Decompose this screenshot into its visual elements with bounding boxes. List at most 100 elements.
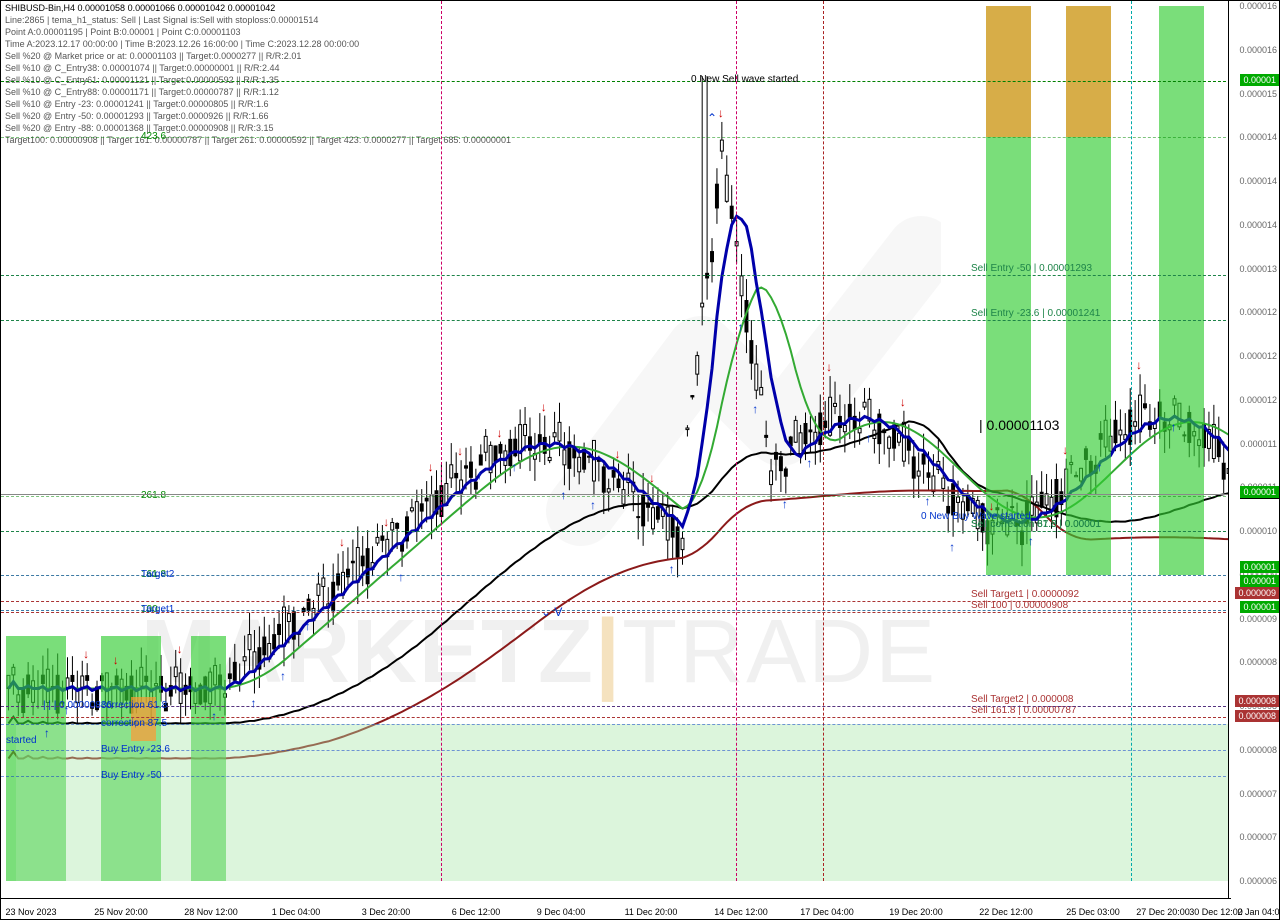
- arrow-down-icon: ↓: [383, 515, 389, 529]
- y-tick-label: 0.000007: [1239, 832, 1277, 842]
- x-tick-label: 3 Dec 20:00: [362, 907, 411, 917]
- info-text-line: Line:2865 | tema_h1_status: Sell | Last …: [5, 15, 318, 25]
- annotation-text: started: [6, 735, 37, 746]
- x-tick-label: 28 Nov 12:00: [184, 907, 238, 917]
- x-tick-label: 6 Dec 12:00: [452, 907, 501, 917]
- price-tag: 0.000008: [1235, 710, 1279, 722]
- y-tick-label: 0.000013: [1239, 264, 1277, 274]
- arrow-up-icon: ↑: [752, 402, 758, 416]
- fib-line: [1, 531, 1231, 532]
- annotation-text: | 0.00001103: [979, 417, 1059, 433]
- arrow-down-icon: ↓: [1136, 358, 1142, 372]
- arrow-down-icon: ↓: [339, 535, 345, 549]
- zone-orange: [1066, 6, 1111, 137]
- fib-label: Sell Entry -50 | 0.00001293: [971, 263, 1092, 274]
- arrow-down-icon: ↓: [83, 647, 89, 661]
- arrow-down-icon: ↓: [900, 395, 906, 409]
- y-tick-label: 0.000006: [1239, 876, 1277, 886]
- price-tag: 0.000009: [1235, 587, 1279, 599]
- arrow-up-icon: ↑: [398, 570, 404, 584]
- y-tick-label: 0.000014: [1239, 220, 1277, 230]
- arrow-up-icon: ↑: [64, 703, 70, 717]
- chart-container[interactable]: MARKETZ|TRADE SHIBUSD-Bin,H4 0.00001058 …: [0, 0, 1280, 920]
- arrow-down-icon: ↓: [615, 447, 621, 461]
- y-tick-label: 0.000015: [1239, 89, 1277, 99]
- fib-line: [1, 137, 1231, 138]
- fib-line: [1, 496, 1231, 497]
- arrow-down-icon: ↓: [541, 400, 547, 414]
- info-text-line: Sell %10 @ C_Entry61: 0.00001121 || Targ…: [5, 75, 279, 85]
- y-tick-label: 0.000012: [1239, 307, 1277, 317]
- wave-marker: ⌃: [707, 111, 717, 125]
- y-tick-label: 0.000012: [1239, 351, 1277, 361]
- arrow-up-icon: ↑: [806, 456, 812, 470]
- y-tick-label: 0.000011: [1240, 439, 1277, 449]
- y-tick-label: 0.000008: [1239, 745, 1277, 755]
- arrow-down-icon: ↓: [496, 426, 502, 440]
- price-tag: 0.00001: [1240, 601, 1279, 613]
- wave-marker: ⌄ V: [541, 605, 562, 619]
- x-tick-label: 27 Dec 20:00: [1136, 907, 1190, 917]
- price-tag: 0.00001: [1240, 486, 1279, 498]
- current-price-line: [1, 494, 1231, 495]
- fib-line: [1, 610, 1231, 611]
- arrow-up-icon: ↑: [250, 696, 256, 710]
- arrow-up-icon: ↑: [280, 669, 286, 683]
- price-tag: 0.00001: [1240, 561, 1279, 573]
- fib-label: Sell Target1 | 0.0000092: [971, 589, 1079, 600]
- zone-green: [1159, 6, 1204, 575]
- chart-plot-area[interactable]: MARKETZ|TRADE SHIBUSD-Bin,H4 0.00001058 …: [1, 1, 1231, 901]
- annotation-text: 0 New Sell wave started: [691, 74, 798, 85]
- info-text-line: SHIBUSD-Bin,H4 0.00001058 0.00001066 0.0…: [5, 3, 275, 13]
- info-text-line: Sell %10 @ C_Entry88: 0.00001171 || Targ…: [5, 87, 279, 97]
- fib-line: [1, 776, 1231, 777]
- fib-label: Sell 161.8 | 0.00000787: [971, 705, 1076, 716]
- fib-line: [1, 275, 1231, 276]
- arrow-down-icon: ↓: [649, 471, 655, 485]
- y-axis: 0.000006 0.000007 0.000007 0.000008 0.000008…: [1228, 1, 1279, 901]
- arrow-up-icon: ↑: [305, 619, 311, 633]
- x-tick-label: 25 Nov 20:00: [94, 907, 148, 917]
- y-tick-label: 0.000009: [1239, 614, 1277, 624]
- arrow-down-icon: ↓: [826, 360, 832, 374]
- arrow-up-icon: ↑: [511, 460, 517, 474]
- annotation-text: | | | 0.00000836: [43, 700, 112, 711]
- fib-line: [1, 81, 1231, 82]
- fib-line: [1, 750, 1231, 751]
- info-text-line: Sell %10 @ Entry -23: 0.00001241 || Targ…: [5, 99, 269, 109]
- arrow-up-icon: ↑: [1097, 460, 1103, 474]
- fib-line: [1, 717, 1231, 718]
- x-tick-label: 30 Dec 12:00: [1189, 907, 1243, 917]
- arrow-up-icon: ↑: [211, 709, 217, 723]
- price-tag: 0.000008: [1235, 695, 1279, 707]
- arrow-up-icon: ↑: [132, 716, 138, 730]
- x-tick-label: 11 Dec 20:00: [625, 907, 678, 917]
- y-tick-label: 0.000016: [1239, 1, 1277, 11]
- arrow-down-icon: ↓: [718, 106, 724, 120]
- info-text-line: Sell %20 @ Entry -50: 0.00001293 || Targ…: [5, 111, 269, 121]
- arrow-down-icon: ↓: [428, 460, 434, 474]
- arrow-up-icon: ↑: [44, 726, 50, 740]
- fib-line: [1, 601, 1231, 602]
- arrow-down-icon: ↓: [113, 653, 119, 667]
- arrow-up-icon: ↑: [925, 494, 931, 508]
- fib-label: Sell Entry -23.6 | 0.00001241: [971, 308, 1100, 319]
- fib-line: [1, 320, 1231, 321]
- x-tick-label: 19 Dec 20:00: [889, 907, 943, 917]
- y-tick-label: 0.000007: [1239, 789, 1277, 799]
- arrow-up-icon: ↑: [477, 468, 483, 482]
- price-tag: 0.00001: [1240, 575, 1279, 587]
- fib-line: [1, 575, 1231, 576]
- arrow-up-icon: ↑: [782, 497, 788, 511]
- fib-line: [1, 612, 1231, 613]
- x-tick-label: 17 Dec 04:00: [800, 907, 854, 917]
- zone-green: [16, 724, 1231, 882]
- y-tick-label: 0.000012: [1239, 395, 1277, 405]
- y-tick-label: 0.000016: [1239, 45, 1277, 55]
- arrow-up-icon: ↑: [590, 498, 596, 512]
- annotation-text: 0 New Buy Wave started: [921, 511, 1031, 522]
- y-tick-label: 0.000008: [1239, 657, 1277, 667]
- y-tick-label: 0.000014: [1239, 132, 1277, 142]
- y-tick-label: 0.000010: [1239, 526, 1277, 536]
- x-tick-label: 25 Dec 03:00: [1066, 907, 1120, 917]
